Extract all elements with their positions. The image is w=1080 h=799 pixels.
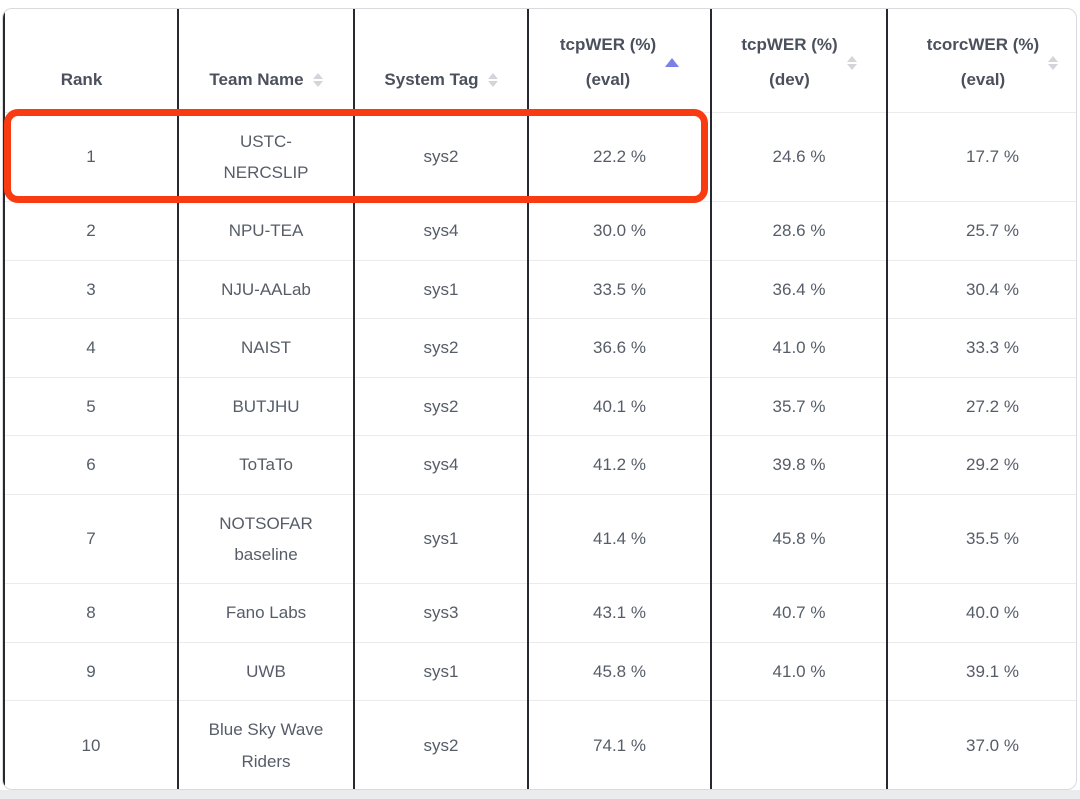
leaderboard-table: Rank Team Name System Tag (3, 9, 1076, 789)
column-header-system-tag[interactable]: System Tag (353, 9, 528, 112)
table-row: 9 UWB sys1 45.8 % 41.0 % 39.1 % (3, 641, 1076, 701)
tcpwer-dev-cell: 45.8 % (710, 493, 887, 584)
table-row: 10 Blue Sky Wave Riders sys2 74.1 % 37.0… (3, 700, 1076, 789)
system-tag-cell: sys1 (353, 493, 528, 584)
column-header-tcorcwer-eval[interactable]: tcorcWER (%) (eval) (886, 9, 1076, 112)
system-tag-cell: sys1 (353, 259, 528, 319)
tcorcwer-eval-cell: 17.7 % (886, 111, 1076, 202)
team-name-cell: NPU-TEA (177, 201, 354, 261)
tcpwer-dev-cell: 36.4 % (710, 259, 887, 319)
team-name-cell: USTC-NERCSLIP (177, 111, 354, 202)
tcpwer-eval-cell: 45.8 % (527, 641, 711, 701)
rank-cell: 10 (3, 700, 178, 789)
rank-cell: 1 (3, 111, 178, 202)
tcorcwer-eval-cell: 27.2 % (886, 376, 1076, 436)
column-header-tcpwer-eval[interactable]: tcpWER (%) (eval) (527, 9, 711, 112)
sort-icon[interactable] (487, 73, 498, 88)
system-tag-cell: sys3 (353, 583, 528, 643)
team-name-cell: ToTaTo (177, 435, 354, 495)
column-label: tcorcWER (%) (eval) (926, 34, 1040, 89)
table-row: 1 USTC-NERCSLIP sys2 22.2 % 24.6 % 17.7 … (3, 111, 1076, 202)
tcpwer-eval-cell: 30.0 % (527, 201, 711, 261)
tcpwer-eval-cell: 36.6 % (527, 318, 711, 378)
rank-cell: 8 (3, 583, 178, 643)
table-row: 3 NJU-AALab sys1 33.5 % 36.4 % 30.4 % (3, 259, 1076, 319)
table-row: 8 Fano Labs sys3 43.1 % 40.7 % 40.0 % (3, 583, 1076, 643)
tcorcwer-eval-cell: 25.7 % (886, 201, 1076, 261)
rank-cell: 6 (3, 435, 178, 495)
tcpwer-eval-cell: 41.4 % (527, 493, 711, 584)
tcpwer-eval-cell: 74.1 % (527, 700, 711, 789)
team-name-cell: NAIST (177, 318, 354, 378)
team-name-cell: Fano Labs (177, 583, 354, 643)
system-tag-cell: sys4 (353, 201, 528, 261)
tcorcwer-eval-cell: 40.0 % (886, 583, 1076, 643)
column-header-team-name[interactable]: Team Name (177, 9, 354, 112)
system-tag-cell: sys2 (353, 700, 528, 789)
system-tag-cell: sys2 (353, 376, 528, 436)
team-name-cell: NJU-AALab (177, 259, 354, 319)
tcorcwer-eval-cell: 33.3 % (886, 318, 1076, 378)
tcpwer-dev-cell: 28.6 % (710, 201, 887, 261)
tcpwer-eval-cell: 43.1 % (527, 583, 711, 643)
rank-cell: 7 (3, 493, 178, 584)
rank-cell: 5 (3, 376, 178, 436)
header-row: Rank Team Name System Tag (3, 9, 1076, 112)
tcorcwer-eval-cell: 35.5 % (886, 493, 1076, 584)
sort-icon-active-asc[interactable] (665, 58, 680, 68)
table-row: 7 NOTSOFAR baseline sys1 41.4 % 45.8 % 3… (3, 493, 1076, 584)
tcorcwer-eval-cell: 39.1 % (886, 641, 1076, 701)
table-row: 2 NPU-TEA sys4 30.0 % 28.6 % 25.7 % (3, 201, 1076, 261)
team-name-cell: NOTSOFAR baseline (177, 493, 354, 584)
tcpwer-dev-cell: 24.6 % (710, 111, 887, 202)
team-name-cell: UWB (177, 641, 354, 701)
system-tag-cell: sys1 (353, 641, 528, 701)
system-tag-cell: sys2 (353, 318, 528, 378)
tcpwer-eval-cell: 22.2 % (527, 111, 711, 202)
column-header-rank: Rank (3, 9, 178, 112)
column-label: tcpWER (%) (dev) (741, 34, 838, 89)
tcpwer-dev-cell: 40.7 % (710, 583, 887, 643)
table-row: 5 BUTJHU sys2 40.1 % 35.7 % 27.2 % (3, 376, 1076, 436)
table-row: 6 ToTaTo sys4 41.2 % 39.8 % 29.2 % (3, 435, 1076, 495)
sort-icon[interactable] (312, 73, 323, 88)
tcpwer-dev-cell: 35.7 % (710, 376, 887, 436)
rank-cell: 3 (3, 259, 178, 319)
rank-cell: 9 (3, 641, 178, 701)
team-name-cell: Blue Sky Wave Riders (177, 700, 354, 789)
tcpwer-dev-cell: 39.8 % (710, 435, 887, 495)
column-label: tcpWER (%) (eval) (559, 34, 657, 89)
sort-icon[interactable] (1048, 55, 1059, 70)
column-label: System Tag (384, 69, 479, 89)
tcorcwer-eval-cell: 29.2 % (886, 435, 1076, 495)
team-name-cell: BUTJHU (177, 376, 354, 436)
rank-cell: 2 (3, 201, 178, 261)
bottom-scrollbar-track[interactable] (0, 790, 1080, 799)
column-label: Rank (60, 69, 103, 89)
tcpwer-dev-cell: 41.0 % (710, 318, 887, 378)
tcpwer-dev-cell: 41.0 % (710, 641, 887, 701)
tcorcwer-eval-cell: 30.4 % (886, 259, 1076, 319)
rank-cell: 4 (3, 318, 178, 378)
tcpwer-dev-cell (710, 700, 887, 789)
table-row: 4 NAIST sys2 36.6 % 41.0 % 33.3 % (3, 318, 1076, 378)
tcpwer-eval-cell: 40.1 % (527, 376, 711, 436)
system-tag-cell: sys2 (353, 111, 528, 202)
sort-icon[interactable] (846, 55, 857, 70)
leaderboard-panel: Rank Team Name System Tag (2, 8, 1077, 790)
tcorcwer-eval-cell: 37.0 % (886, 700, 1076, 789)
tcpwer-eval-cell: 41.2 % (527, 435, 711, 495)
tcpwer-eval-cell: 33.5 % (527, 259, 711, 319)
system-tag-cell: sys4 (353, 435, 528, 495)
column-label: Team Name (209, 69, 304, 89)
column-header-tcpwer-dev[interactable]: tcpWER (%) (dev) (710, 9, 887, 112)
